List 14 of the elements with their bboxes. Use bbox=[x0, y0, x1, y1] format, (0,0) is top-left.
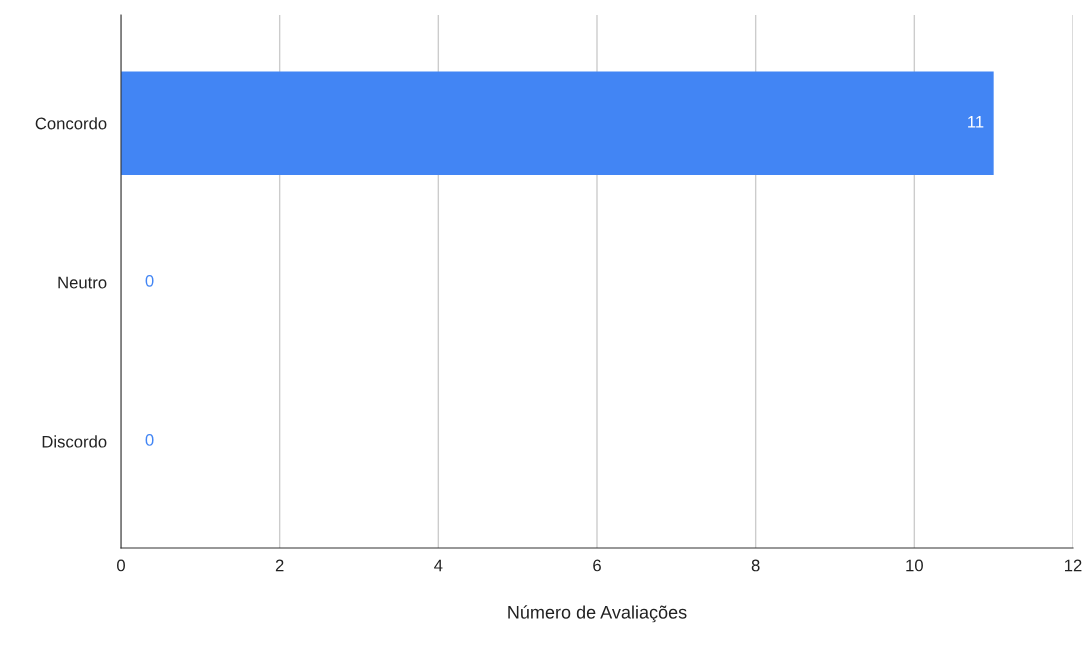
x-tick-label: 12 bbox=[1065, 559, 1082, 572]
data-label: 11 bbox=[968, 116, 984, 128]
y-tick-label: Concordo bbox=[35, 117, 107, 130]
x-axis-title: Número de Avaliações bbox=[508, 605, 687, 623]
x-tick-label: 0 bbox=[117, 559, 125, 572]
y-tick-label: Discordo bbox=[42, 435, 107, 448]
x-tick-label: 4 bbox=[434, 559, 443, 572]
x-tick-label: 8 bbox=[751, 559, 760, 572]
y-tick-label: Neutro bbox=[58, 276, 107, 289]
data-label: 0 bbox=[145, 274, 154, 287]
data-label: 0 bbox=[145, 434, 154, 446]
x-tick-label: 2 bbox=[275, 559, 284, 572]
x-tick-label: 6 bbox=[593, 559, 601, 572]
x-tick-label: 10 bbox=[906, 559, 923, 572]
